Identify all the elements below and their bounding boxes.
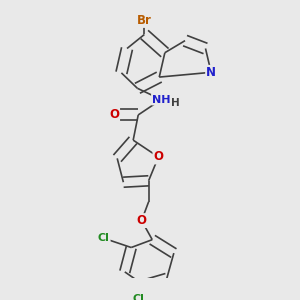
Text: Br: Br bbox=[137, 14, 152, 27]
Text: NH: NH bbox=[152, 94, 170, 104]
Text: O: O bbox=[109, 108, 119, 122]
Text: Cl: Cl bbox=[98, 233, 110, 243]
Text: O: O bbox=[136, 214, 147, 227]
Text: N: N bbox=[206, 66, 216, 79]
Text: H: H bbox=[171, 98, 179, 108]
Text: Cl: Cl bbox=[133, 293, 145, 300]
Text: O: O bbox=[153, 151, 164, 164]
